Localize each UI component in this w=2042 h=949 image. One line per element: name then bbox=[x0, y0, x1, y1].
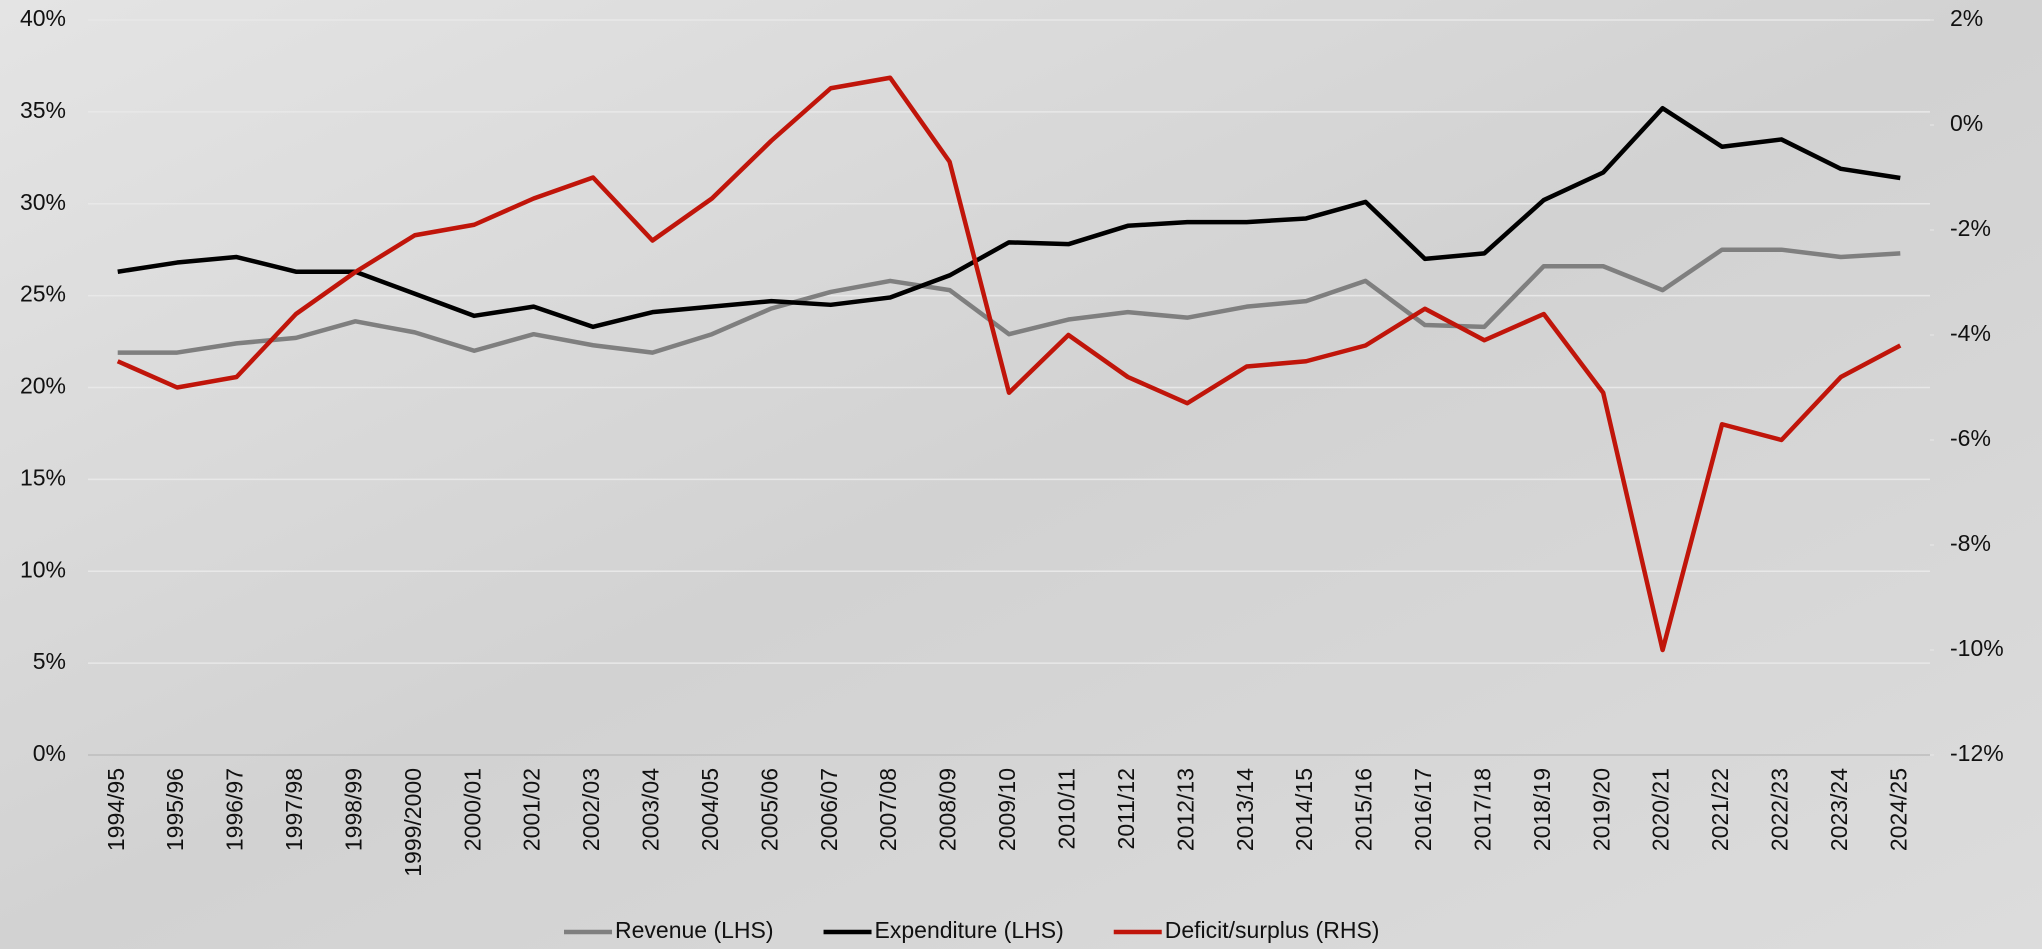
x-tick-label: 1999/2000 bbox=[400, 768, 426, 877]
x-tick-label: 2019/20 bbox=[1588, 768, 1614, 851]
x-tick-label: 2003/04 bbox=[638, 768, 664, 851]
x-tick-label: 1998/99 bbox=[340, 768, 366, 851]
x-tick-label: 2002/03 bbox=[578, 768, 604, 851]
x-tick-label: 2017/18 bbox=[1469, 768, 1495, 851]
x-tick-label: 2004/05 bbox=[697, 768, 723, 851]
x-tick-label: 2007/08 bbox=[875, 768, 901, 851]
y-tick-label: 15% bbox=[20, 464, 66, 490]
y2-tick-label: -2% bbox=[1950, 215, 1991, 241]
x-tick-label: 1994/95 bbox=[103, 768, 129, 851]
y-tick-label: 0% bbox=[33, 740, 66, 766]
legend-label: Expenditure (LHS) bbox=[875, 917, 1064, 943]
y2-tick-label: -4% bbox=[1950, 320, 1991, 346]
series-line bbox=[116, 75, 1902, 653]
y2-tick-label: -10% bbox=[1950, 635, 2004, 661]
y-tick-label: 30% bbox=[20, 189, 66, 215]
x-tick-label: 2011/12 bbox=[1113, 768, 1139, 849]
x-tick-label: 2012/13 bbox=[1172, 768, 1198, 851]
series-line bbox=[117, 105, 1901, 330]
x-tick-label: 1996/97 bbox=[222, 768, 248, 851]
y2-tick-label: -8% bbox=[1950, 530, 1991, 556]
y-tick-label: 40% bbox=[20, 5, 66, 31]
x-tick-label: 2000/01 bbox=[459, 768, 485, 851]
y-tick-label: 35% bbox=[20, 97, 66, 123]
x-tick-label: 2001/02 bbox=[519, 768, 545, 851]
x-tick-label: 1995/96 bbox=[162, 768, 188, 851]
x-tick-label: 2024/25 bbox=[1885, 768, 1911, 851]
x-tick-label: 2014/15 bbox=[1291, 768, 1317, 851]
x-tick-label: 2010/11 bbox=[1053, 768, 1079, 849]
y-tick-label: 5% bbox=[33, 648, 66, 674]
x-tick-label: 2009/10 bbox=[994, 768, 1020, 851]
x-tick-label: 2015/16 bbox=[1351, 768, 1377, 851]
y2-tick-label: -6% bbox=[1950, 425, 1991, 451]
x-tick-label: 2018/19 bbox=[1529, 768, 1555, 851]
legend-label: Revenue (LHS) bbox=[615, 917, 774, 943]
x-tick-label: 1997/98 bbox=[281, 768, 307, 851]
legend-label: Deficit/surplus (RHS) bbox=[1165, 917, 1380, 943]
x-tick-label: 2013/14 bbox=[1232, 768, 1258, 851]
x-tick-label: 2005/06 bbox=[756, 768, 782, 851]
x-tick-label: 2008/09 bbox=[935, 768, 961, 851]
y2-tick-label: -12% bbox=[1950, 740, 2004, 766]
y-tick-label: 20% bbox=[20, 373, 66, 399]
x-tick-label: 2016/17 bbox=[1410, 768, 1436, 851]
y2-tick-label: 0% bbox=[1950, 110, 1983, 136]
x-tick-label: 2006/07 bbox=[816, 768, 842, 851]
y2-tick-label: 2% bbox=[1950, 5, 1983, 31]
x-tick-label: 2021/22 bbox=[1707, 768, 1733, 851]
x-tick-label: 2022/23 bbox=[1767, 768, 1793, 851]
y-tick-label: 25% bbox=[20, 281, 66, 307]
y-tick-label: 10% bbox=[20, 556, 66, 582]
series-line bbox=[117, 247, 1901, 355]
x-tick-label: 2020/21 bbox=[1648, 768, 1674, 851]
x-tick-label: 2023/24 bbox=[1826, 768, 1852, 851]
